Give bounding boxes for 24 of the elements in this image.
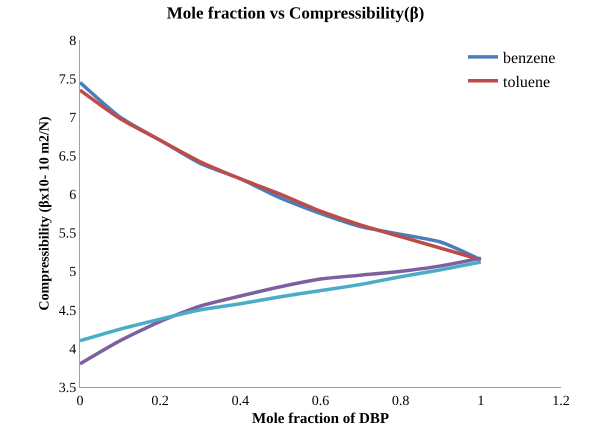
x-tick-label: 0: [76, 394, 84, 409]
x-axis-title: Mole fraction of DBP: [252, 410, 390, 427]
y-axis-title: Compressibility (βx10- 10 m2/N): [37, 116, 52, 311]
x-tick-label: 1.2: [552, 394, 570, 409]
x-tick-label: 0.2: [151, 394, 169, 409]
legend-label: toluene: [503, 74, 550, 91]
y-tick-label: 5.5: [58, 226, 76, 242]
x-tick-label: 1: [477, 394, 484, 409]
y-tick-label: 6.5: [58, 150, 76, 165]
y-tick-label: 7.5: [58, 72, 76, 88]
y-tick-label: 6: [69, 188, 76, 204]
chart-title: Mole fraction vs Compressibility(β): [166, 4, 424, 23]
x-tick-label: 0.4: [232, 394, 250, 409]
x-tick-label: 0.8: [392, 394, 410, 409]
x-tick-label: 0.6: [312, 394, 330, 409]
y-tick-label: 5: [69, 265, 76, 280]
y-tick-label: 4: [69, 342, 76, 358]
y-tick-label: 4.5: [58, 304, 76, 319]
legend-label: benzene: [503, 50, 556, 68]
line-series: [80, 256, 483, 366]
y-tick-label: 3.5: [58, 380, 76, 396]
line-series: [80, 260, 483, 342]
y-tick-label: 7: [69, 111, 76, 126]
y-tick-label: 8: [69, 34, 76, 49]
